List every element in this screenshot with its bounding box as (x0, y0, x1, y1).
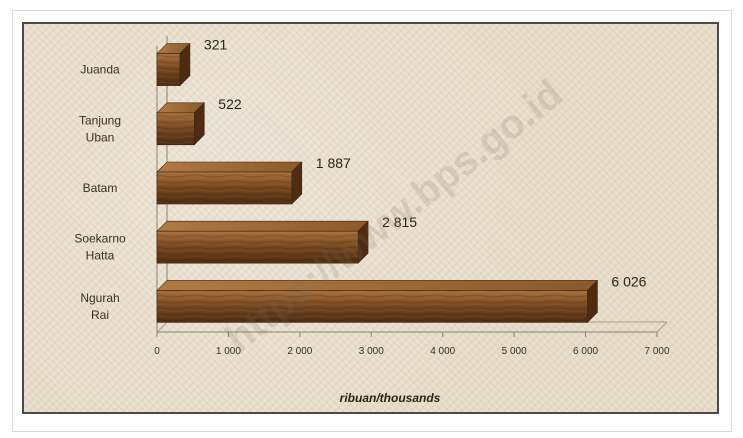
x-axis-corner-line (656, 321, 668, 333)
bar-chart: 0 1 000 2 000 3 000 4 000 5 000 6 000 7 000 321 J… (74, 36, 670, 405)
bars (156, 42, 599, 324)
data-label: 321 (204, 37, 228, 53)
x-tick-label: 2 000 (287, 346, 312, 357)
x-tick-label: 0 (154, 346, 160, 357)
bar (156, 161, 303, 205)
category-label-line: Soekarno (74, 232, 126, 246)
bar-grain (157, 112, 195, 145)
bar-top-face (156, 220, 369, 232)
chart-panel: 0 1 000 2 000 3 000 4 000 5 000 6 000 7 000 321 J… (22, 22, 719, 414)
bar-top-face (156, 280, 599, 291)
bar-top-face (156, 161, 303, 173)
category-label-line: Juanda (80, 63, 120, 77)
x-tick-label: 5 000 (502, 346, 527, 357)
y-axis-corner-line (156, 321, 168, 333)
category-label-line: Rai (91, 308, 109, 322)
labels: 0 1 000 2 000 3 000 4 000 5 000 6 000 7 000 321 J… (74, 37, 670, 357)
x-tick-label: 6 000 (573, 346, 598, 357)
x-tick-label: 3 000 (359, 346, 384, 357)
bar (156, 279, 599, 324)
bar-grain (157, 53, 180, 86)
data-label: 522 (218, 96, 242, 112)
bar (156, 42, 191, 87)
x-tick-label: 7 000 (644, 346, 669, 357)
category-label-line: Uban (86, 130, 115, 144)
category-label: Juanda (80, 63, 120, 77)
bar (156, 220, 369, 264)
category-label: Tanjung Uban (79, 113, 121, 144)
category-label-line: Ngurah (80, 291, 119, 305)
x-tick-label: 4 000 (430, 346, 455, 357)
category-label: Soekarno Hatta (74, 232, 126, 263)
x-axis-title: ribuan/thousands (340, 391, 441, 405)
category-label: Ngurah Rai (80, 291, 119, 322)
data-label: 1 887 (316, 155, 351, 171)
bar-grain (157, 290, 588, 323)
data-label: 2 815 (382, 214, 417, 230)
category-label: Batam (83, 181, 118, 195)
category-label-line: Hatta (86, 249, 115, 263)
category-label-line: Batam (83, 181, 118, 195)
category-label-line: Tanjung (79, 113, 121, 127)
bar-grain (157, 172, 292, 204)
data-label: 6 026 (611, 273, 646, 289)
bar (156, 102, 206, 146)
x-tick-label: 1 000 (216, 346, 241, 357)
bar-grain (157, 231, 359, 264)
